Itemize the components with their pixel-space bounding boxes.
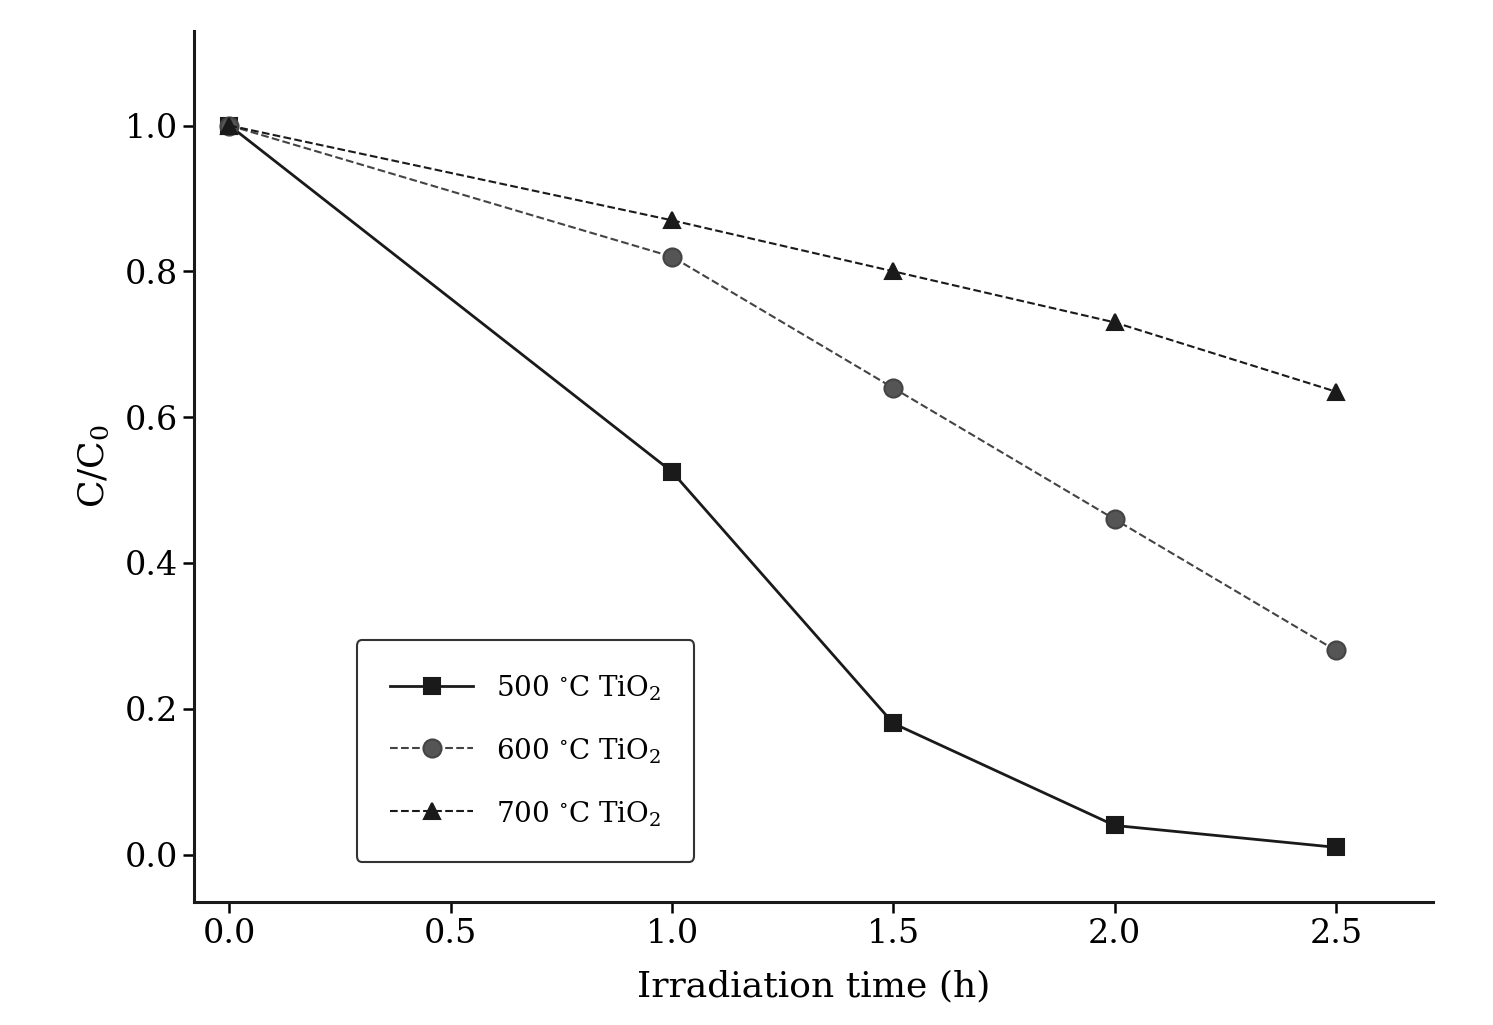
700 $^{\circ}$C TiO$_2$ bbox=[884, 265, 902, 278]
500 $^{\circ}$C TiO$_2$ bbox=[1106, 819, 1124, 831]
700 $^{\circ}$C TiO$_2$ bbox=[1106, 317, 1124, 329]
600 $^{\circ}$C TiO$_2$ bbox=[1327, 645, 1345, 657]
Legend: 500 $^{\circ}$C TiO$_2$, 600 $^{\circ}$C TiO$_2$, 700 $^{\circ}$C TiO$_2$: 500 $^{\circ}$C TiO$_2$, 600 $^{\circ}$C… bbox=[357, 641, 694, 862]
Line: 600 $^{\circ}$C TiO$_2$: 600 $^{\circ}$C TiO$_2$ bbox=[221, 117, 1345, 659]
500 $^{\circ}$C TiO$_2$ bbox=[221, 119, 239, 131]
700 $^{\circ}$C TiO$_2$ bbox=[663, 214, 681, 227]
600 $^{\circ}$C TiO$_2$ bbox=[1106, 514, 1124, 526]
600 $^{\circ}$C TiO$_2$ bbox=[221, 119, 239, 131]
Line: 500 $^{\circ}$C TiO$_2$: 500 $^{\circ}$C TiO$_2$ bbox=[222, 118, 1344, 855]
700 $^{\circ}$C TiO$_2$ bbox=[221, 119, 239, 131]
500 $^{\circ}$C TiO$_2$ bbox=[1327, 842, 1345, 854]
Line: 700 $^{\circ}$C TiO$_2$: 700 $^{\circ}$C TiO$_2$ bbox=[221, 117, 1344, 400]
Y-axis label: C/C$_0$: C/C$_0$ bbox=[76, 424, 110, 508]
700 $^{\circ}$C TiO$_2$ bbox=[1327, 385, 1345, 398]
500 $^{\circ}$C TiO$_2$ bbox=[884, 718, 902, 730]
X-axis label: Irradiation time (h): Irradiation time (h) bbox=[638, 970, 990, 1003]
600 $^{\circ}$C TiO$_2$ bbox=[663, 251, 681, 263]
600 $^{\circ}$C TiO$_2$ bbox=[884, 382, 902, 395]
500 $^{\circ}$C TiO$_2$ bbox=[663, 465, 681, 478]
